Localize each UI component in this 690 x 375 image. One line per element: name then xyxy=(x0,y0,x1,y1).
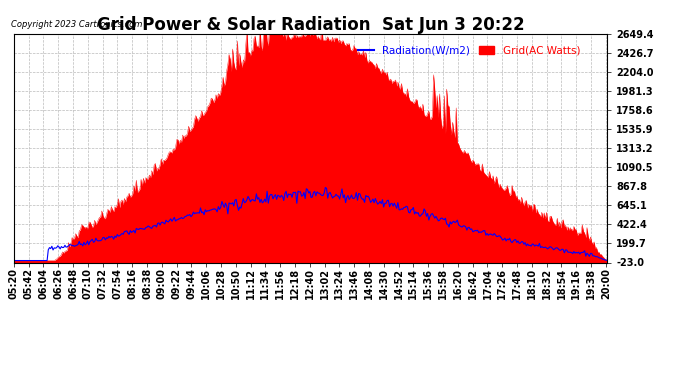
Title: Grid Power & Solar Radiation  Sat Jun 3 20:22: Grid Power & Solar Radiation Sat Jun 3 2… xyxy=(97,16,524,34)
Legend: Radiation(W/m2), Grid(AC Watts): Radiation(W/m2), Grid(AC Watts) xyxy=(354,41,584,60)
Text: Copyright 2023 Cartronics.com: Copyright 2023 Cartronics.com xyxy=(11,20,142,29)
